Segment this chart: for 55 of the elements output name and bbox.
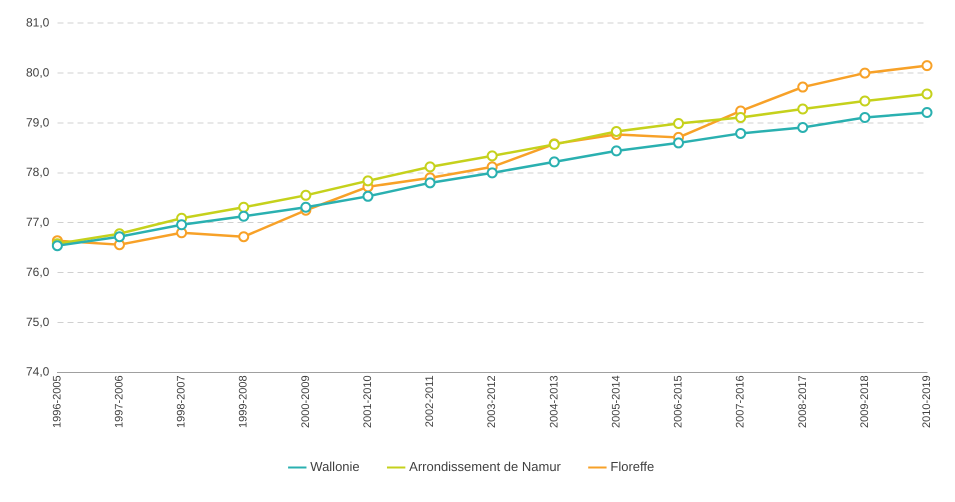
point <box>922 106 932 118</box>
x-tick-label: 2001-2010 <box>362 375 374 428</box>
legend-label: Floreffe <box>610 459 654 474</box>
x-tick-label: 2006-2015 <box>672 375 685 428</box>
point <box>362 175 374 186</box>
y-tick-label: 78,0 <box>26 165 50 180</box>
point <box>797 82 808 93</box>
x-tick-label: 2000-2009 <box>300 375 312 428</box>
y-tick-label: 81,0 <box>26 16 50 30</box>
point <box>797 104 808 115</box>
y-tick-label: 74,0 <box>26 364 50 379</box>
point <box>610 145 622 156</box>
point <box>238 231 250 242</box>
point <box>424 161 436 172</box>
y-tick-label: 75,0 <box>26 314 50 329</box>
x-tick-label: 2002-2011 <box>424 375 436 428</box>
point <box>486 150 498 162</box>
x-tick-label: 2004-2013 <box>548 375 560 428</box>
x-tick-label: 2008-2017 <box>796 375 809 428</box>
point <box>859 96 870 107</box>
x-tick-label: 2003-2012 <box>486 375 498 428</box>
point <box>735 128 746 139</box>
x-tick-label: 1997-2006 <box>114 375 126 428</box>
y-tick-label: 77,0 <box>26 215 50 230</box>
y-tick-label: 76,0 <box>26 264 50 279</box>
legend-label: Wallonie <box>310 459 360 474</box>
point <box>673 137 684 148</box>
point <box>300 190 312 201</box>
point <box>797 122 808 133</box>
x-tick-label: 2009-2018 <box>858 375 871 428</box>
point <box>176 219 188 230</box>
point <box>486 167 498 178</box>
legend-label: Arrondissement de Namur <box>409 459 562 474</box>
point <box>922 60 932 72</box>
point <box>548 156 560 168</box>
x-tick-label: 2010-2019 <box>921 375 934 428</box>
point <box>859 68 870 79</box>
x-tick-label: 2005-2014 <box>610 375 622 428</box>
point <box>735 112 746 123</box>
point <box>610 126 622 137</box>
point <box>362 190 374 202</box>
y-tick-label: 79,0 <box>26 115 50 130</box>
point <box>424 177 436 188</box>
x-tick-label: 1996-2005 <box>51 375 64 428</box>
point <box>238 210 250 222</box>
x-tick-label: 2007-2016 <box>734 375 747 428</box>
point <box>922 88 932 100</box>
x-tick-label: 1999-2008 <box>238 375 250 428</box>
point <box>859 112 870 123</box>
point <box>673 118 684 129</box>
x-tick-label: 1998-2007 <box>176 375 188 428</box>
point <box>114 231 125 242</box>
point <box>238 202 250 213</box>
y-tick-label: 80,0 <box>26 65 50 80</box>
point <box>300 202 312 213</box>
